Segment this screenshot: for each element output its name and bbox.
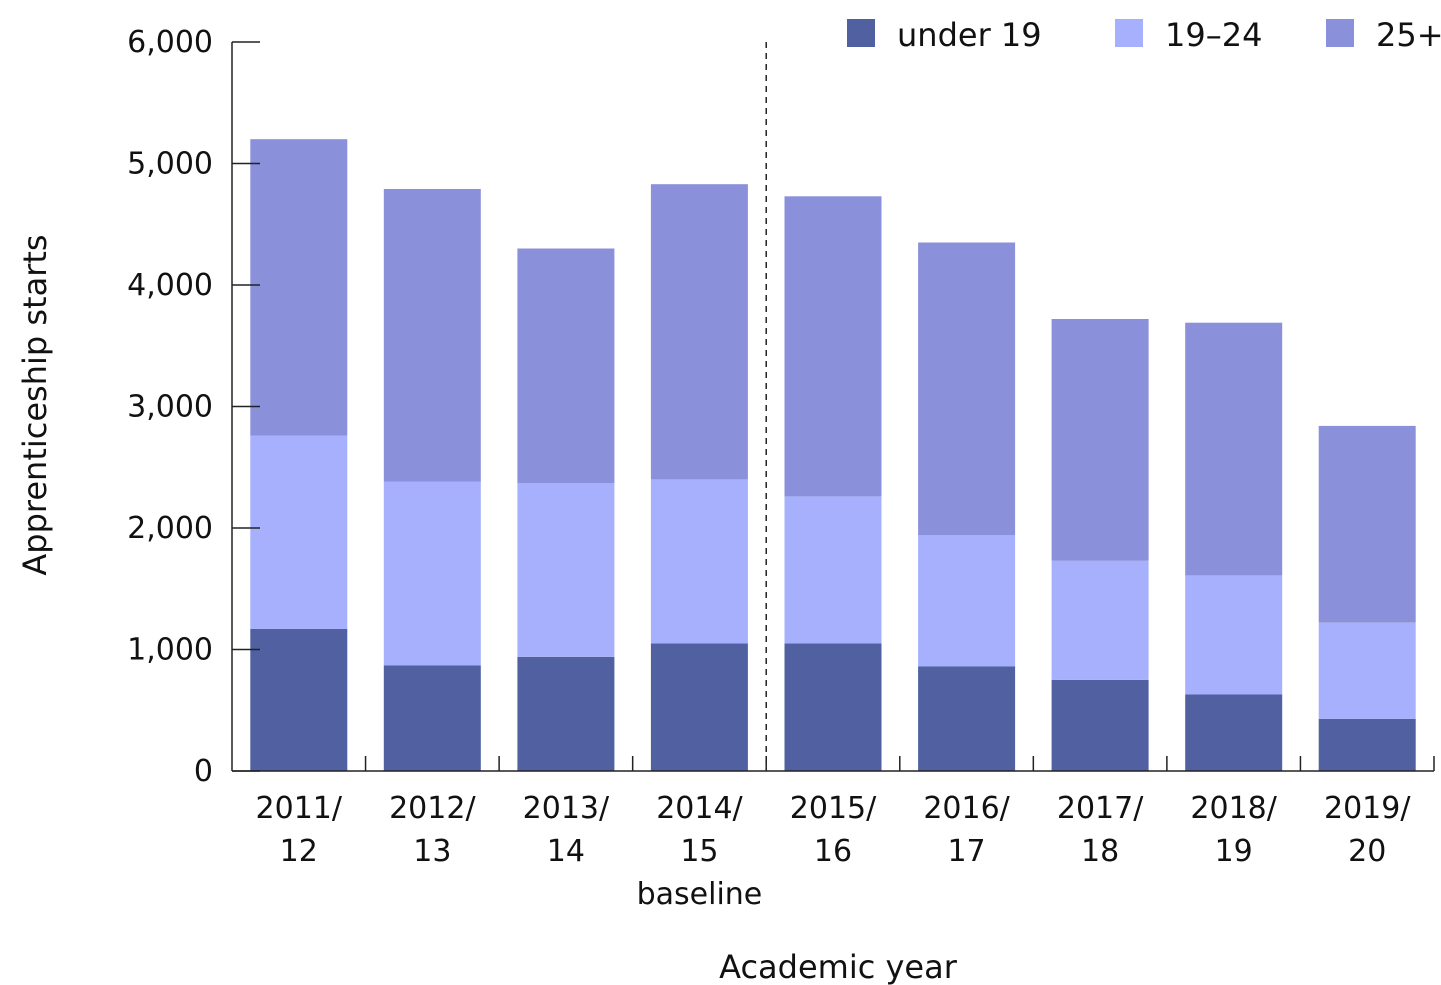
bar-segment-2-8 [1318,425,1416,623]
bar-segment-0-8 [1318,718,1416,771]
x-tick-label: 17 [947,834,985,869]
x-tick-label: 20 [1348,834,1386,869]
bar-segment-0-6 [1051,679,1149,771]
bar-segment-1-7 [1185,575,1283,695]
bar-segment-2-7 [1185,322,1283,576]
bar-segment-1-1 [383,481,481,666]
x-tick-label: 13 [413,834,451,869]
bar-segment-0-7 [1185,694,1283,771]
y-tick-label: 0 [194,754,213,789]
bar-segment-2-4 [784,196,882,497]
bar-segment-2-0 [250,139,348,436]
bar-segment-2-6 [1051,319,1149,561]
bar-segment-0-1 [383,665,481,771]
x-tick-label: 14 [547,834,585,869]
x-tick-label: 18 [1081,834,1119,869]
x-tick-label: 2019/ [1324,791,1411,826]
bar-segment-2-2 [517,248,615,483]
bar-segment-1-2 [517,483,615,657]
bar-segment-0-0 [250,628,348,771]
bar-segment-2-1 [383,189,481,482]
bar-segment-0-3 [650,643,748,771]
y-axis-title: Apprenticeship starts [16,234,54,575]
legend-label: under 19 [897,16,1042,54]
legend-label: 25+ [1376,16,1441,54]
bar-segment-0-5 [918,666,1016,771]
bar-segment-1-3 [650,479,748,644]
bars-layer [250,139,1416,771]
y-tick-label: 3,000 [127,390,213,425]
bar-segment-0-2 [517,656,615,771]
y-tick-label: 6,000 [127,25,213,60]
x-tick-label: baseline [637,877,763,912]
x-tick-label: 19 [1215,834,1253,869]
y-tick-label: 1,000 [127,633,213,668]
x-tick-label: 16 [814,834,852,869]
x-tick-label: 2017/ [1057,791,1144,826]
y-tick-label: 5,000 [127,147,213,182]
bar-segment-1-4 [784,496,882,644]
legend-swatch [1115,19,1143,47]
x-tick-label: 2014/ [656,791,743,826]
x-tick-label: 2018/ [1190,791,1277,826]
bar-segment-1-5 [918,535,1016,667]
legend-swatch [1326,19,1354,47]
bar-segment-2-3 [650,184,748,480]
legend-label: 19–24 [1165,16,1262,54]
legend-swatch [847,19,875,47]
bar-segment-1-0 [250,435,348,629]
y-tick-label: 2,000 [127,511,213,546]
x-tick-label: 2015/ [790,791,877,826]
bar-segment-1-6 [1051,560,1149,680]
legend: under 19 19–24 25+ [847,16,1441,54]
bar-segment-2-5 [918,242,1016,536]
x-tick-label: 2013/ [523,791,610,826]
axes-layer: 0 1,000 2,000 3,000 4,000 5,000 6,000 2011/12 20… [127,25,1435,912]
x-tick-label: 2012/ [389,791,476,826]
x-tick-label: 2011/ [256,791,343,826]
x-tick-label: 15 [680,834,718,869]
x-tick-label: 2016/ [923,791,1010,826]
bar-segment-1-8 [1318,622,1416,719]
y-tick-label: 4,000 [127,268,213,303]
x-tick-label: 12 [280,834,318,869]
bar-segment-0-4 [784,643,882,771]
x-axis-title: Academic year [719,948,958,985]
